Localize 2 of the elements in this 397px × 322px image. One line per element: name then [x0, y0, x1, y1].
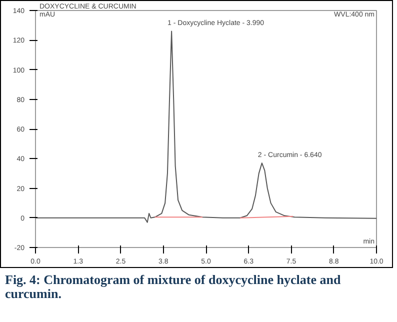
- caption: Fig. 4: Chromatogram of mixture of doxycycline hyclate and curcumin.: [5, 272, 342, 302]
- line-series: [36, 30, 376, 223]
